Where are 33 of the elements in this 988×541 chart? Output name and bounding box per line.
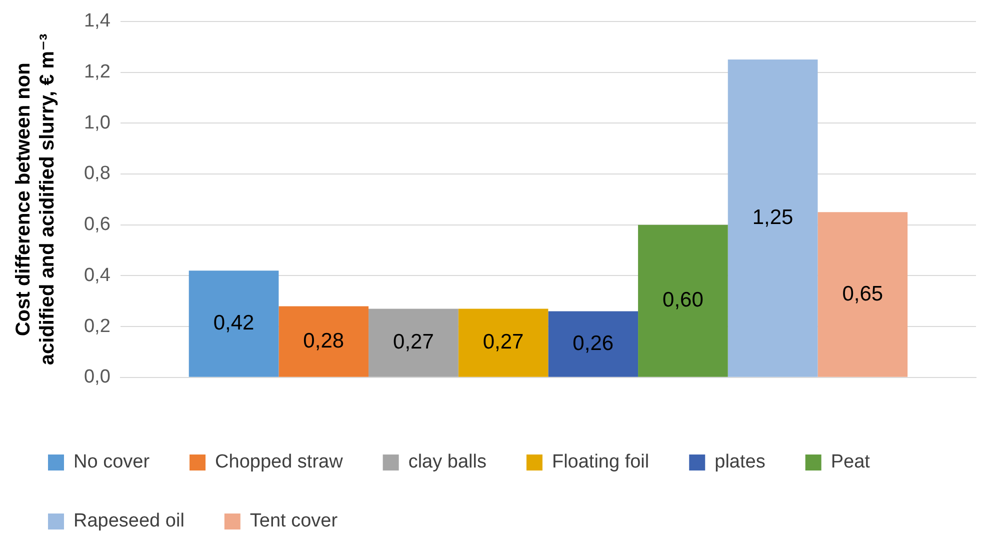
legend-label: clay balls — [408, 452, 486, 473]
data-label: 0,60 — [662, 288, 704, 312]
bar — [548, 311, 638, 377]
legend-label: Chopped straw — [215, 452, 344, 473]
data-label: 0,28 — [303, 329, 344, 352]
y-tick-label: 1,0 — [84, 112, 110, 134]
y-tick-label: 0,2 — [84, 316, 110, 337]
bar — [368, 308, 458, 377]
y-tick-label: 0,8 — [84, 163, 110, 184]
y-tick-label: 1,4 — [84, 10, 111, 32]
bar — [188, 270, 279, 377]
bar — [638, 224, 728, 377]
y-tick-label: 1,2 — [84, 61, 110, 82]
data-label: 0,27 — [393, 330, 434, 354]
y-tick-label: 0,0 — [84, 366, 110, 388]
data-label: 0,42 — [213, 312, 254, 335]
legend-label: Tent cover — [250, 510, 338, 532]
legend-label: Floating foil — [552, 452, 650, 473]
bar — [818, 212, 908, 377]
data-label: 0,65 — [842, 282, 884, 306]
data-label: 0,26 — [572, 332, 614, 355]
legend-label: Peat — [830, 452, 871, 473]
legend-label: Rapeseed oil — [74, 510, 184, 532]
data-label: 1,25 — [752, 206, 794, 230]
bar — [458, 308, 548, 377]
bar — [728, 60, 818, 377]
legend-label: plates — [714, 452, 766, 473]
data-label: 0,27 — [482, 330, 524, 354]
y-axis-title: Cost difference between non acidified and acidified slurry, € m⁻³ — [12, 33, 59, 366]
y-tick-label: 0,6 — [84, 214, 110, 236]
y-tick-label: 0,4 — [84, 264, 111, 286]
bar — [278, 306, 369, 377]
legend-label: No cover — [74, 452, 150, 473]
